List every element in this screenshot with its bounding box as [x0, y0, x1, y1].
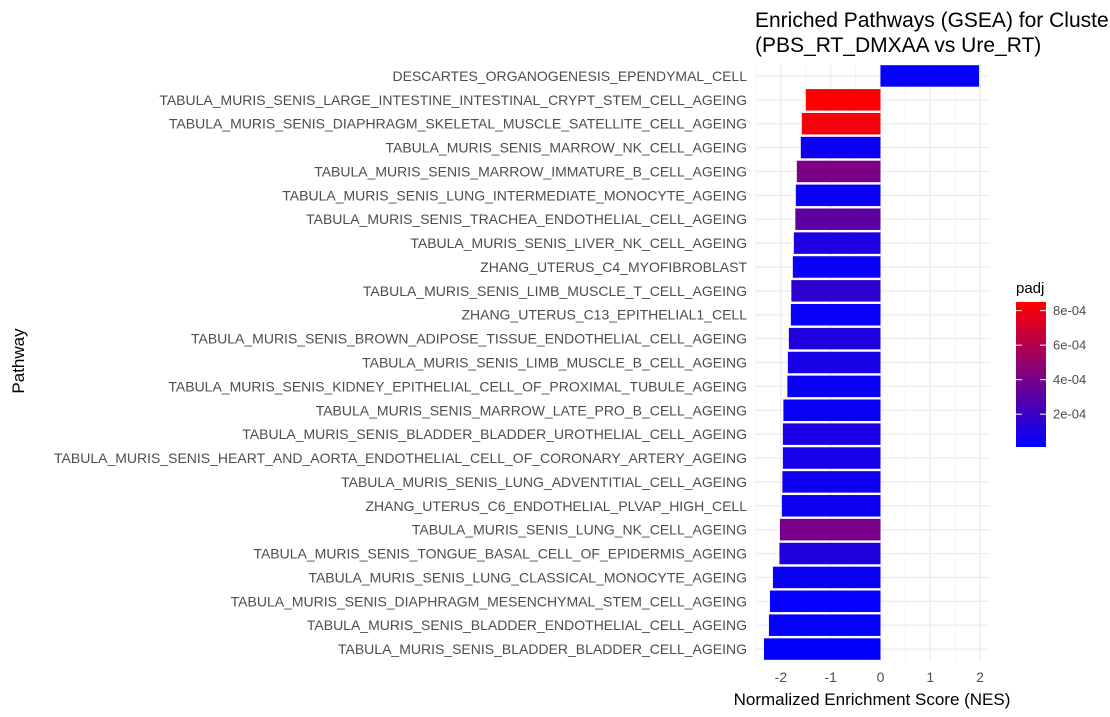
chart-subtitle: (PBS_RT_DMXAA vs Ure_RT) — [755, 34, 1041, 57]
y-tick-label: TABULA_MURIS_SENIS_LIMB_MUSCLE_B_CELL_AG… — [362, 355, 747, 371]
y-tick-label: ZHANG_UTERUS_C4_MYOFIBROBLAST — [480, 259, 747, 275]
y-tick-label: TABULA_MURIS_SENIS_BROWN_ADIPOSE_TISSUE_… — [191, 331, 747, 347]
bar-10 — [790, 303, 881, 326]
bar-9 — [791, 280, 881, 302]
bar-24 — [763, 638, 881, 660]
bar-18 — [781, 495, 881, 517]
x-tick-label: 0 — [877, 669, 885, 685]
bar-19 — [779, 518, 881, 541]
bar-12 — [787, 351, 881, 374]
legend-tick-label: 4e-04 — [1053, 372, 1086, 387]
y-tick-label: DESCARTES_ORGANOGENESIS_EPENDYMAL_CELL — [392, 68, 747, 84]
bar-7 — [793, 232, 881, 254]
y-tick-label: TABULA_MURIS_SENIS_TONGUE_BASAL_CELL_OF_… — [253, 546, 747, 562]
legend-title: padj — [1016, 280, 1044, 297]
y-tick-label: TABULA_MURIS_SENIS_LUNG_ADVENTITIAL_CELL… — [341, 474, 747, 490]
y-tick-label: TABULA_MURIS_SENIS_DIAPHRAGM_MESENCHYMAL… — [231, 593, 747, 609]
y-tick-label: TABULA_MURIS_SENIS_BLADDER_BLADDER_UROTH… — [242, 426, 747, 442]
legend-ticks: 2e-04 4e-04 6e-04 8e-04 — [1016, 303, 1086, 422]
chart-title: Enriched Pathways (GSEA) for Cluster — [755, 9, 1110, 32]
legend-tick-label: 6e-04 — [1053, 338, 1086, 353]
bars — [763, 65, 980, 660]
bar-14 — [783, 399, 881, 422]
bar-1 — [805, 89, 881, 111]
y-tick-label: TABULA_MURIS_SENIS_LUNG_INTERMEDIATE_MON… — [282, 187, 747, 203]
bar-16 — [782, 447, 881, 469]
bar-21 — [772, 566, 881, 589]
bar-15 — [782, 423, 881, 445]
y-tick-label: TABULA_MURIS_SENIS_MARROW_LATE_PRO_B_CEL… — [316, 402, 747, 418]
bar-4 — [796, 160, 881, 183]
x-tick-label: 1 — [926, 669, 934, 685]
y-tick-label: TABULA_MURIS_SENIS_LIMB_MUSCLE_T_CELL_AG… — [363, 283, 747, 299]
x-tick-label: 2 — [976, 669, 984, 685]
y-tick-label: TABULA_MURIS_SENIS_HEART_AND_AORTA_ENDOT… — [54, 450, 747, 466]
y-tick-labels: DESCARTES_ORGANOGENESIS_EPENDYMAL_CELL TA… — [54, 68, 747, 657]
y-tick-label: TABULA_MURIS_SENIS_BLADDER_BLADDER_CELL_… — [338, 641, 747, 657]
bar-22 — [769, 590, 881, 613]
bar-17 — [782, 471, 881, 493]
y-tick-label: TABULA_MURIS_SENIS_LIVER_NK_CELL_AGEING — [410, 235, 747, 251]
y-axis-title: Pathway — [9, 328, 28, 394]
y-tick-label: TABULA_MURIS_SENIS_LUNG_CLASSICAL_MONOCY… — [308, 569, 747, 585]
y-tick-label: ZHANG_UTERUS_C13_EPITHELIAL1_CELL — [461, 307, 747, 323]
y-tick-label: TABULA_MURIS_SENIS_KIDNEY_EPITHELIAL_CEL… — [168, 378, 747, 394]
y-tick-label: ZHANG_UTERUS_C6_ENDOTHELIAL_PLVAP_HIGH_C… — [366, 498, 748, 514]
y-tick-label: TABULA_MURIS_SENIS_MARROW_IMMATURE_B_CEL… — [314, 163, 747, 179]
bar-0 — [880, 65, 980, 87]
bar-2 — [801, 112, 881, 135]
legend-tick-label: 8e-04 — [1053, 303, 1086, 318]
bar-11 — [788, 327, 881, 350]
bar-23 — [768, 614, 881, 636]
legend-tick-label: 2e-04 — [1053, 407, 1086, 422]
x-axis-title: Normalized Enrichment Score (NES) — [734, 690, 1011, 709]
padj-legend: padj 2e-04 4e-04 6e-04 8e-04 — [1016, 280, 1086, 447]
bar-8 — [792, 256, 881, 278]
bar-13 — [787, 375, 881, 398]
x-tick-labels: -2 -1 0 1 2 — [775, 669, 984, 685]
y-tick-label: TABULA_MURIS_SENIS_MARROW_NK_CELL_AGEING — [385, 140, 747, 156]
bar-6 — [795, 208, 881, 230]
legend-colorbar — [1016, 302, 1046, 447]
y-tick-label: TABULA_MURIS_SENIS_DIAPHRAGM_SKELETAL_MU… — [169, 116, 747, 132]
x-tick-label: -1 — [824, 669, 837, 685]
bar-5 — [795, 184, 881, 207]
bar-3 — [800, 136, 881, 159]
y-tick-label: TABULA_MURIS_SENIS_LUNG_NK_CELL_AGEING — [412, 522, 747, 538]
x-tick-label: -2 — [775, 669, 788, 685]
bar-20 — [779, 542, 881, 565]
y-tick-label: TABULA_MURIS_SENIS_BLADDER_ENDOTHELIAL_C… — [307, 617, 747, 633]
y-tick-label: TABULA_MURIS_SENIS_TRACHEA_ENDOTHELIAL_C… — [306, 211, 747, 227]
y-tick-label: TABULA_MURIS_SENIS_LARGE_INTESTINE_INTES… — [159, 92, 747, 108]
